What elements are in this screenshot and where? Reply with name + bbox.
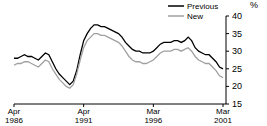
legend-label: New	[187, 12, 203, 21]
y-tick	[226, 33, 229, 34]
y-tick	[226, 16, 229, 17]
y-tick-label: 20	[232, 81, 242, 91]
x-tick-label: Apr1986	[5, 107, 23, 125]
y-tick	[226, 68, 229, 69]
plot	[14, 25, 223, 88]
y-tick	[226, 104, 229, 105]
legend-label: Previous	[187, 2, 218, 11]
y-tick-label: 15	[232, 99, 242, 109]
y-axis-label: %	[250, 0, 258, 10]
legend-swatch	[168, 5, 184, 7]
legend-swatch	[168, 15, 184, 17]
x-tick-label: Apr1991	[75, 107, 93, 125]
chart: 15 20 25 30 35 40% Apr1986 Apr1991 Mar1996 Mar200…	[0, 0, 267, 126]
y-tick-label: 30	[232, 46, 242, 56]
series-line	[14, 25, 223, 85]
series-line	[14, 34, 223, 89]
x-tick-label: Mar2001	[214, 107, 232, 125]
y-tick	[226, 51, 229, 52]
y-tick	[226, 86, 229, 87]
y-tick-label: 25	[232, 64, 242, 74]
y-tick-label: 35	[232, 29, 242, 39]
x-axis	[14, 104, 226, 105]
x-tick-label: Mar1996	[144, 107, 162, 125]
y-tick-label: 40	[232, 11, 242, 21]
y-axis	[226, 16, 227, 104]
